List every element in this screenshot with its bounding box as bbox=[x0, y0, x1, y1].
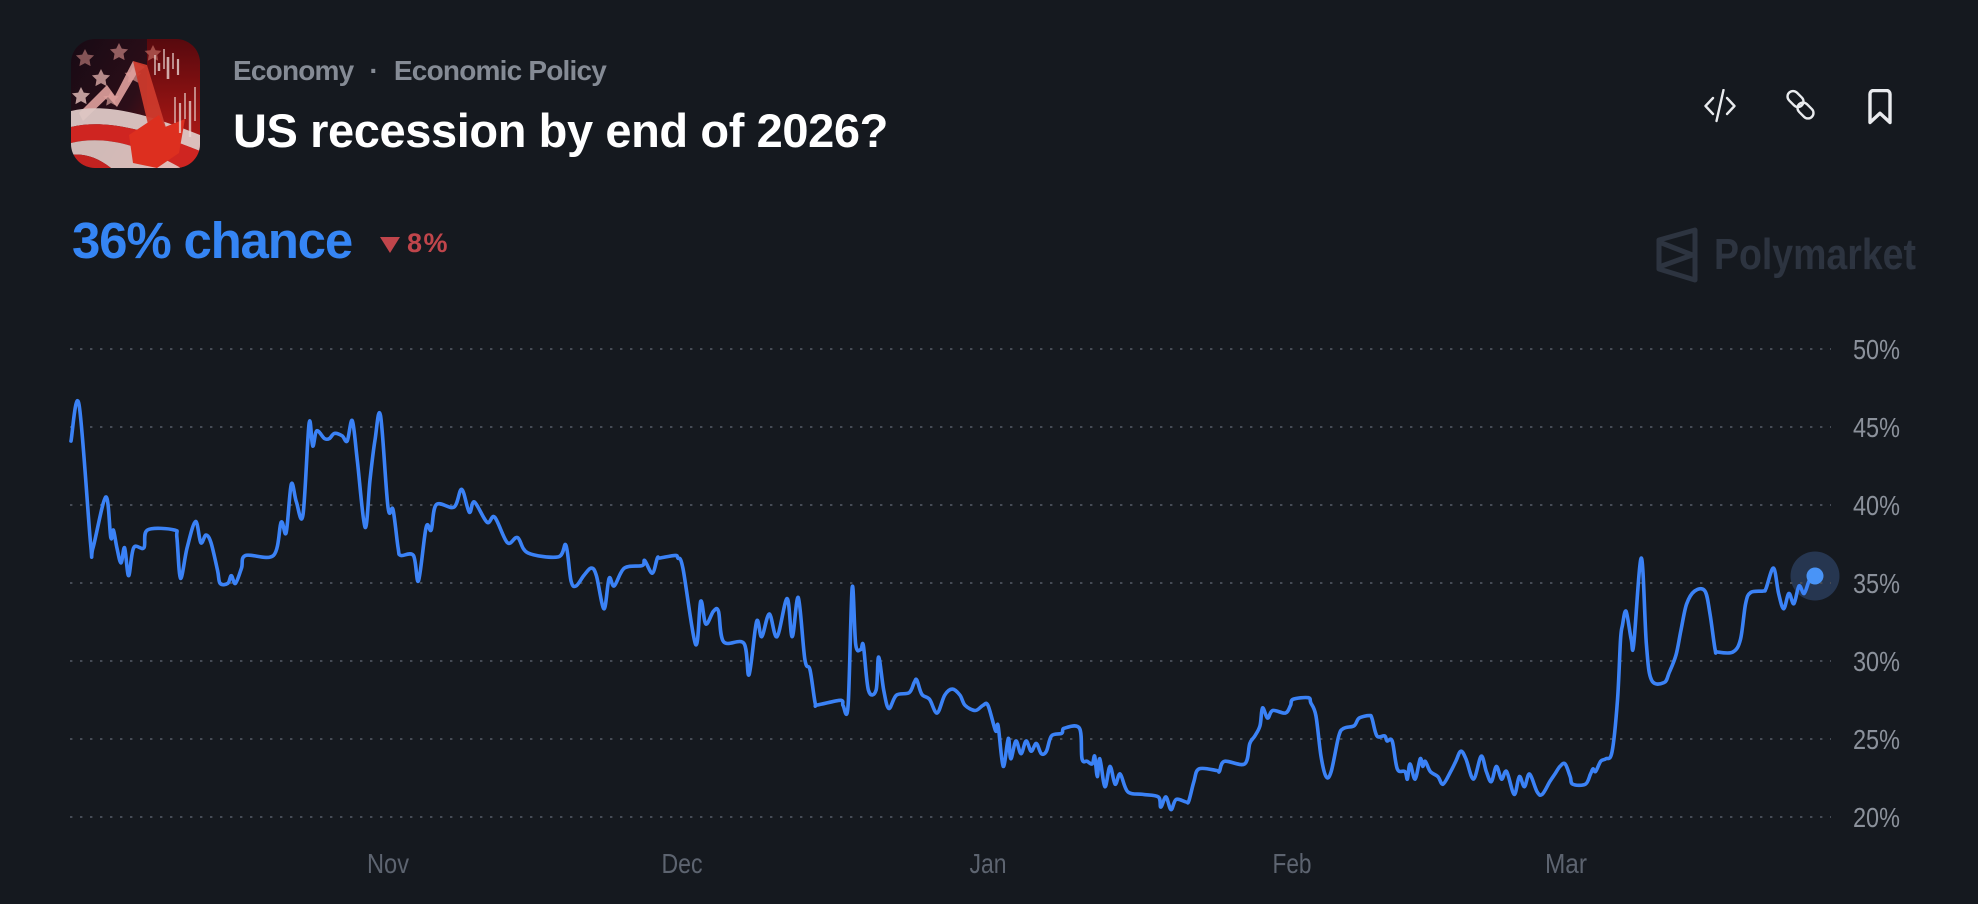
svg-text:Polymarket: Polymarket bbox=[1714, 230, 1916, 279]
svg-text:50%: 50% bbox=[1853, 334, 1900, 365]
svg-text:45%: 45% bbox=[1853, 412, 1900, 443]
svg-text:Dec: Dec bbox=[662, 848, 703, 879]
svg-text:20%: 20% bbox=[1853, 802, 1900, 833]
svg-text:Mar: Mar bbox=[1545, 848, 1587, 879]
svg-text:40%: 40% bbox=[1853, 490, 1900, 521]
svg-text:35%: 35% bbox=[1853, 568, 1900, 599]
svg-text:30%: 30% bbox=[1853, 646, 1900, 677]
svg-text:Nov: Nov bbox=[367, 848, 409, 879]
svg-text:Jan: Jan bbox=[970, 848, 1007, 879]
svg-text:25%: 25% bbox=[1853, 724, 1900, 755]
svg-text:Feb: Feb bbox=[1273, 848, 1312, 879]
